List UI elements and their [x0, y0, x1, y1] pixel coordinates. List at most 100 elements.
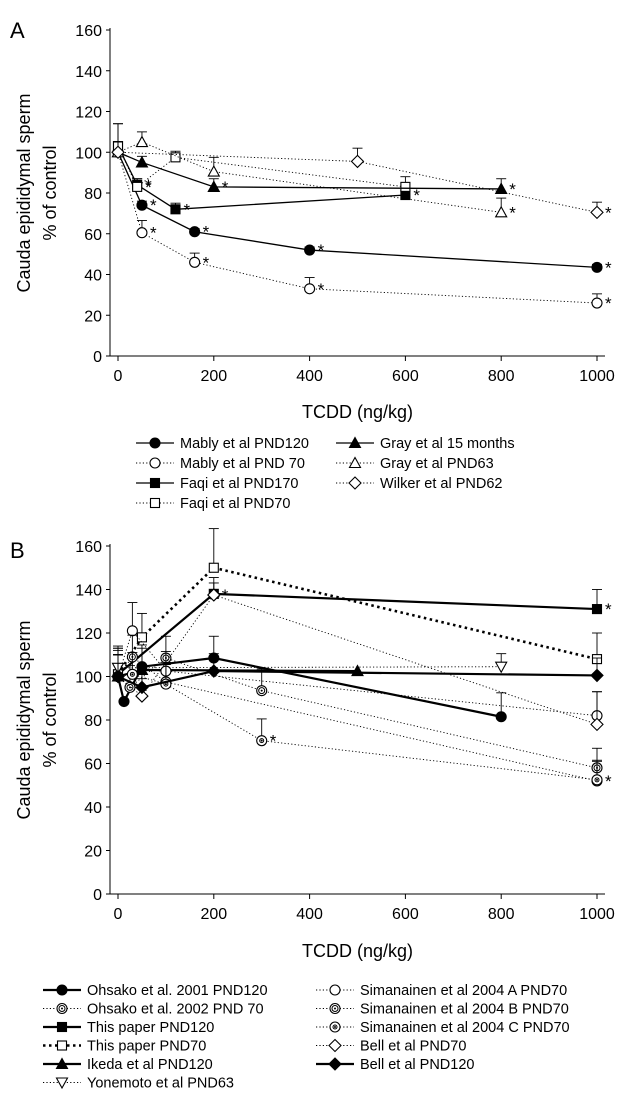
data-point	[170, 152, 181, 163]
legend-item-this-paper-pnd120: This paper PND120	[43, 1020, 214, 1036]
legend-marker	[329, 1002, 341, 1015]
y-tick-label: 160	[75, 539, 102, 556]
significance-marker: *	[150, 224, 157, 243]
data-point	[590, 668, 604, 683]
data-point	[495, 711, 507, 723]
legend-item-simanainen-et-al-2004-c-pnd70: Simanainen et al 2004 C PND70	[316, 1020, 570, 1036]
significance-marker: *	[145, 176, 152, 195]
legend-label: This paper PND120	[87, 1020, 214, 1036]
legend-marker	[56, 1002, 68, 1015]
legend-item-gray-et-al-15-months: Gray et al 15 months	[336, 436, 515, 452]
y-axis-label: Cauda epididymal sperm	[14, 620, 34, 819]
significance-marker: *	[605, 294, 612, 313]
legend-marker	[348, 456, 362, 469]
legend-label: Bell et al PND70	[360, 1039, 466, 1055]
legend-label: Mably et al PND120	[180, 436, 309, 452]
series-line	[117, 666, 502, 669]
series-line	[117, 145, 406, 188]
legend-item-wilker-et-al-pnd62: Wilker et al PND62	[336, 476, 502, 492]
data-point	[494, 182, 508, 194]
significance-marker: *	[270, 732, 277, 751]
data-point	[126, 625, 138, 637]
series-simanainen-et-al-2004-b-pnd70: *	[112, 634, 612, 791]
legend-label: Simanainen et al 2004 A PND70	[360, 983, 567, 999]
legend-item-bell-et-al-pnd120: Bell et al PND120	[316, 1057, 474, 1073]
legend-item-gray-et-al-pnd63: Gray et al PND63	[336, 456, 494, 472]
x-tick-label: 200	[200, 906, 227, 923]
x-tick-label: 400	[296, 368, 323, 385]
legend-item-simanainen-et-al-2004-b-pnd70: Simanainen et al 2004 B PND70	[316, 1002, 569, 1018]
legend-label: Yonemoto et al PND63	[87, 1076, 234, 1092]
series-faqi-et-al-pnd70: *	[112, 123, 411, 197]
legend-marker	[56, 1040, 68, 1051]
data-point	[591, 261, 603, 273]
data-point	[256, 735, 268, 747]
series-line	[117, 629, 598, 717]
data-point	[189, 226, 201, 238]
legend-item-ikeda-et-al-pnd120: Ikeda et al PND120	[43, 1057, 213, 1073]
y-tick-label: 100	[75, 670, 102, 687]
panel-label-b: B	[10, 538, 25, 563]
y-tick-label: 60	[84, 227, 102, 244]
legend-label: Gray et al PND63	[380, 456, 494, 472]
series-line	[116, 656, 502, 718]
series-this-paper-pnd70	[112, 528, 603, 680]
significance-marker: *	[318, 241, 325, 260]
legend-label: Faqi et al PND70	[180, 496, 290, 512]
legend-marker	[149, 437, 161, 449]
y-tick-label: 0	[93, 887, 102, 904]
y-tick-label: 80	[84, 186, 102, 203]
data-point	[135, 155, 149, 168]
significance-marker: *	[605, 772, 612, 791]
significance-marker: *	[413, 186, 420, 205]
data-point	[135, 680, 149, 695]
data-point	[494, 661, 508, 674]
legend-item-ohsako-et-al-2001-pnd120: Ohsako et al. 2001 PND120	[43, 983, 268, 999]
significance-marker: *	[183, 200, 190, 219]
legend-item-bell-et-al-pnd70: Bell et al PND70	[316, 1039, 466, 1055]
data-point	[136, 199, 148, 211]
data-point	[400, 181, 411, 192]
significance-marker: *	[605, 600, 612, 619]
y-axis-label: Cauda epididymal sperm	[14, 93, 34, 292]
significance-marker: *	[509, 180, 516, 199]
legend-marker	[328, 1057, 342, 1071]
data-point	[170, 204, 181, 215]
y-tick-label: 120	[75, 105, 102, 122]
data-point	[590, 205, 604, 220]
legend-item-ohsako-et-al-2002-pnd-70: Ohsako et al. 2002 PND 70	[43, 1002, 264, 1018]
chart-panel-b: 0 20 40 60 80 100 120 140 160 0 200 400 600 800 1000 TC…	[14, 528, 615, 1092]
series-this-paper-pnd120: *	[112, 582, 612, 680]
legend-marker	[56, 1021, 68, 1033]
y-tick-label: 20	[84, 844, 102, 861]
legend-item-yonemoto-et-al-pnd63: Yonemoto et al PND63	[43, 1076, 234, 1092]
series-gray-et-al-15-months: * *	[111, 141, 516, 199]
legend-marker	[149, 497, 161, 509]
y-tick-label: 140	[75, 64, 102, 81]
legend-item-simanainen-et-al-2004-a-pnd70: Simanainen et al 2004 A PND70	[316, 983, 567, 999]
data-point	[207, 164, 221, 177]
legend-label: Faqi et al PND170	[180, 476, 298, 492]
y-tick-label: 140	[75, 583, 102, 600]
y-tick-label: 80	[84, 713, 102, 730]
legend-label: This paper PND70	[87, 1039, 206, 1055]
data-point	[135, 689, 149, 703]
series-ohsako-et-al-2002-pnd-70	[112, 635, 603, 774]
legend-marker	[329, 984, 341, 996]
legend-label: Ohsako et al. 2001 PND120	[87, 983, 268, 999]
significance-marker: *	[509, 203, 516, 222]
series-faqi-et-al-pnd170: * * *	[112, 123, 420, 219]
series-ohsako-et-al-2001-pnd120	[112, 635, 507, 723]
y-tick-label: 40	[84, 268, 102, 285]
x-tick-label: 800	[488, 906, 515, 923]
x-tick-label: 600	[392, 906, 419, 923]
legend-item-this-paper-pnd70: This paper PND70	[43, 1039, 206, 1055]
series-line	[117, 594, 598, 725]
data-point	[304, 244, 316, 256]
series-wilker-et-al-pnd62: *	[111, 141, 612, 222]
legend-label: Mably et al PND 70	[180, 456, 305, 472]
x-tick-label: 600	[392, 368, 419, 385]
legend-label: Simanainen et al 2004 B PND70	[360, 1002, 569, 1018]
legend-marker	[56, 984, 68, 996]
data-point	[136, 227, 148, 239]
